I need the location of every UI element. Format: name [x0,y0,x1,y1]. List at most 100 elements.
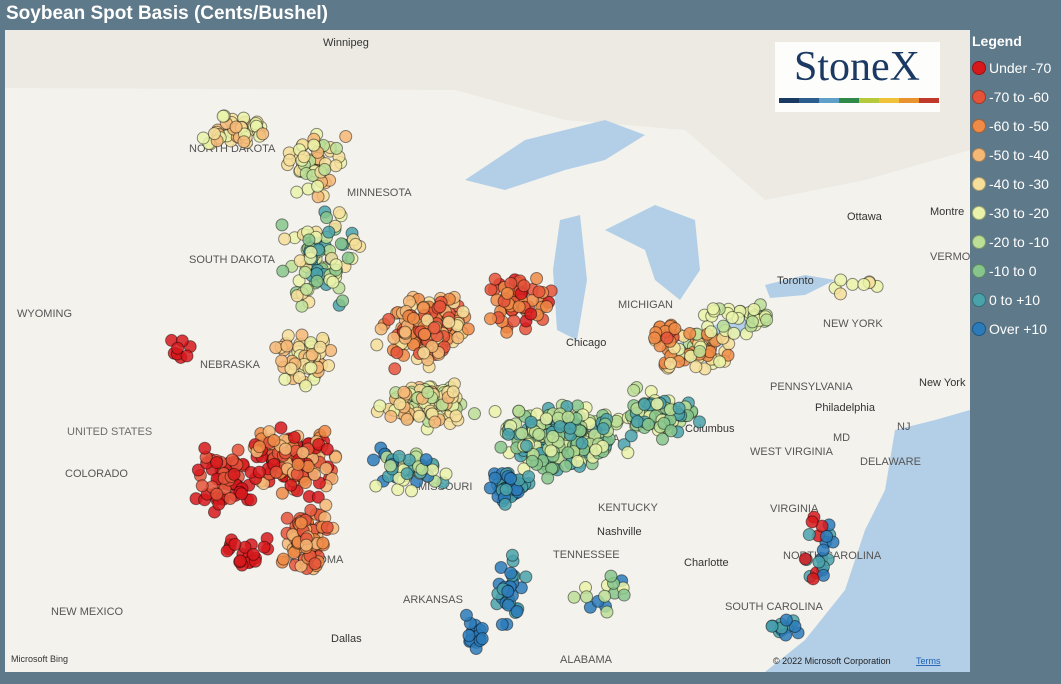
basis-dot [802,528,816,542]
legend-item[interactable]: -40 to -30 [972,169,1051,198]
basis-dot [318,424,332,438]
basis-dot [382,312,396,326]
basis-dot [295,299,309,313]
basis-dot [257,540,271,554]
legend-swatch [972,118,986,133]
logo-text: StoneX [794,44,920,90]
basis-dot [417,346,431,360]
basis-dot [637,398,651,412]
legend-swatch [972,292,986,307]
basis-dot [287,430,301,444]
basis-dot [299,538,313,552]
basis-dot [692,415,706,429]
basis-dot [420,313,434,327]
basis-dot [519,570,533,584]
map-label: TENNESSEE [553,549,620,561]
basis-dot [299,379,313,393]
basis-dot [216,109,230,123]
basis-dot [525,454,539,468]
basis-dot [617,588,631,602]
legend-item[interactable]: 0 to +10 [972,285,1051,314]
basis-dot [716,319,730,333]
basis-dot [310,274,324,288]
basis-dot [532,285,546,299]
basis-dot [318,162,332,176]
basis-dot [495,618,509,632]
map-label: NEW MEXICO [51,606,124,618]
map-label: Toronto [777,275,814,287]
basis-dot [278,372,292,386]
basis-dot [298,265,312,279]
legend-item[interactable]: Over +10 [972,314,1051,343]
legend-item[interactable]: -30 to -20 [972,198,1051,227]
map-label: Chicago [566,337,606,349]
logo-stripe [799,98,819,103]
legend-item[interactable]: -50 to -40 [972,140,1051,169]
legend-swatch [972,205,986,220]
basis-dot [400,467,414,481]
legend-label: -50 to -40 [989,146,1049,163]
basis-dot [580,590,594,604]
legend-item[interactable]: -70 to -60 [972,82,1051,111]
basis-dot [540,300,554,314]
basis-dot [275,218,289,232]
basis-dot [280,339,294,353]
basis-dot [231,443,245,457]
basis-dot [283,153,297,167]
map-label: KENTUCKY [598,502,659,514]
basis-dot [433,300,447,314]
basis-dot [627,383,641,397]
terms[interactable]: Terms [916,656,941,666]
basis-dot [600,605,614,619]
basis-dot [451,331,465,345]
basis-dot [546,430,560,444]
basis-dot [228,537,242,551]
basis-dot [392,449,406,463]
map-label: NJ [897,421,910,433]
basis-dot [244,493,258,507]
basis-dot [559,459,573,473]
legend-item[interactable]: -60 to -50 [972,111,1051,140]
legend: Legend Under -70 -70 to -60 -60 to -50 -50 t… [972,33,1051,343]
map-label: Philadelphia [815,402,876,414]
basis-dot [575,436,589,450]
legend-item[interactable]: -20 to -10 [972,227,1051,256]
basis-dot [510,605,524,619]
basis-dot [296,446,310,460]
basis-dot [290,289,304,303]
basis-dot [765,619,779,633]
logo-stripe [779,98,799,103]
basis-dot [393,397,407,411]
basis-dot [313,340,327,354]
basis-dot [336,294,350,308]
legend-item[interactable]: -10 to 0 [972,256,1051,285]
legend-item[interactable]: Under -70 [972,53,1051,82]
basis-dot [727,326,741,340]
legend-label: -60 to -50 [989,117,1049,134]
lake-superior [465,120,645,190]
basis-dot [191,463,205,477]
basis-dot [275,486,289,500]
map-label: UNITED STATES [67,426,152,438]
legend-swatch [972,234,986,249]
basis-dot [294,516,308,530]
basis-dot [456,305,470,319]
basis-dot [304,361,318,375]
legend-swatch [972,263,986,278]
basis-dot [504,566,518,580]
basis-dot [398,325,412,339]
map-label: New York [919,377,966,389]
basis-dot [284,362,298,376]
basis-dot [320,520,334,534]
basis-dot [816,543,830,557]
legend-label: -10 to 0 [989,262,1037,279]
basis-dot [294,559,308,573]
basis-dot [223,491,237,505]
legend-title: Legend [972,33,1022,49]
basis-dot [278,442,292,456]
basis-dot [290,185,304,199]
map-label: ARKANSAS [403,594,463,606]
map-label: Columbus [685,423,735,435]
basis-dot [235,487,249,501]
basis-dot [297,150,311,164]
